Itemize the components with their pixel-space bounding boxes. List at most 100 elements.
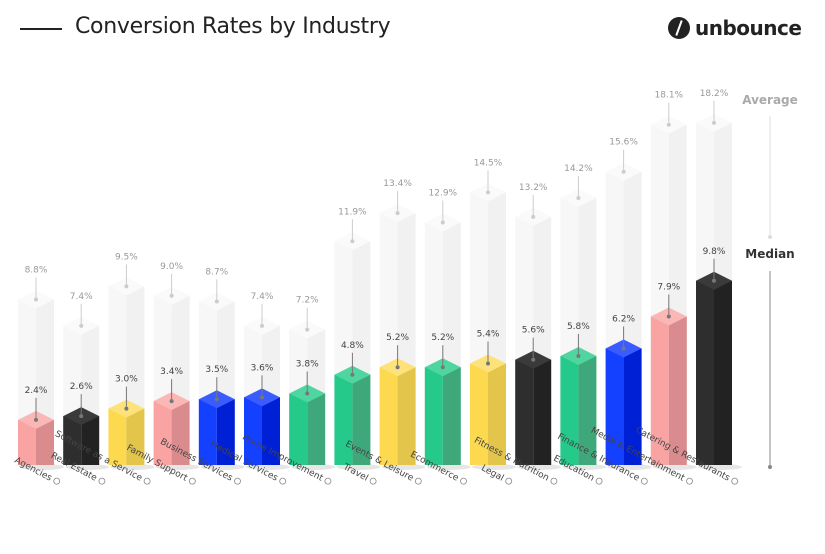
median-bar-front-face bbox=[650, 316, 669, 465]
category-icon bbox=[188, 477, 196, 485]
bar-shadow bbox=[155, 464, 200, 470]
median-bar-front-face bbox=[18, 419, 36, 465]
median-label: 3.8% bbox=[296, 360, 319, 370]
category-icon bbox=[53, 477, 61, 485]
average-label-dot bbox=[79, 323, 84, 328]
median-bar-front-face bbox=[605, 348, 624, 465]
bar-shadow bbox=[381, 464, 426, 470]
median-bar-front-face bbox=[379, 367, 398, 465]
average-label-dot bbox=[666, 122, 671, 127]
median-bar-side-face bbox=[216, 399, 235, 465]
median-bar-front-face bbox=[198, 399, 217, 465]
average-label: 18.1% bbox=[655, 91, 684, 101]
median-label-dot bbox=[350, 372, 355, 377]
median-label-dot bbox=[621, 346, 626, 351]
median-label: 3.4% bbox=[160, 367, 183, 377]
bar-group-10: 14.5%5.4%Legal bbox=[470, 158, 516, 485]
bar-shadow bbox=[246, 464, 290, 470]
median-bar-front-face bbox=[696, 280, 714, 465]
median-label: 5.2% bbox=[431, 333, 454, 343]
logo-mark-icon bbox=[668, 17, 690, 39]
legend-median-dot bbox=[768, 465, 772, 469]
category-icon bbox=[731, 477, 739, 485]
unbounce-logo: unbounce bbox=[668, 16, 802, 40]
median-label-dot bbox=[395, 365, 400, 370]
category-icon bbox=[686, 477, 693, 485]
category-icon bbox=[505, 477, 513, 485]
median-bar-side-face bbox=[81, 416, 100, 465]
average-label-dot bbox=[260, 323, 264, 328]
median-label: 9.8% bbox=[703, 247, 726, 257]
average-label: 14.2% bbox=[564, 164, 593, 174]
median-bar-front-face bbox=[244, 397, 262, 465]
median-bar-side-face bbox=[623, 348, 642, 465]
bar-group-0: 8.8%2.4%Agencies bbox=[13, 266, 64, 485]
median-label: 3.6% bbox=[251, 363, 274, 373]
bar-group-14: 18.1%7.9%Media & Entertainment bbox=[589, 91, 697, 485]
median-bar-front-face bbox=[560, 355, 579, 465]
average-label: 8.8% bbox=[25, 266, 48, 276]
legend-average: Average bbox=[742, 93, 798, 107]
bar-shadow bbox=[336, 464, 381, 470]
median-bar-front-face bbox=[515, 359, 534, 465]
median-label-dot bbox=[666, 314, 671, 319]
median-bar-front-face bbox=[289, 393, 308, 465]
category-icon bbox=[640, 477, 648, 485]
logo-text: unbounce bbox=[695, 16, 802, 40]
median-label: 2.6% bbox=[70, 382, 93, 392]
median-bar-side-face bbox=[352, 374, 371, 465]
median-label: 6.2% bbox=[612, 314, 635, 324]
average-label-dot bbox=[440, 220, 445, 225]
bar-shadow bbox=[472, 464, 516, 470]
median-bar-side-face bbox=[126, 408, 145, 465]
median-label-dot bbox=[124, 406, 129, 411]
average-label-dot bbox=[214, 299, 219, 304]
average-label-dot bbox=[621, 169, 626, 174]
chart-title: Conversion Rates by Industry bbox=[75, 14, 391, 39]
median-label: 3.0% bbox=[115, 375, 138, 385]
bar-shadow bbox=[200, 464, 245, 470]
average-label-dot bbox=[531, 214, 536, 219]
bar-group-9: 12.9%5.2%Ecommerce bbox=[408, 188, 471, 485]
average-label: 11.9% bbox=[338, 207, 367, 217]
average-label-dot bbox=[350, 239, 355, 244]
average-label-dot bbox=[34, 297, 38, 302]
median-label-dot bbox=[305, 391, 310, 396]
bar-shadow bbox=[517, 464, 562, 470]
average-label: 13.4% bbox=[383, 179, 412, 189]
median-bar-side-face bbox=[307, 393, 326, 465]
median-bar-side-face bbox=[171, 401, 190, 465]
median-bar-side-face bbox=[36, 419, 54, 465]
median-label-dot bbox=[486, 361, 490, 366]
median-label-dot bbox=[169, 399, 174, 404]
bar-shadow bbox=[110, 464, 155, 470]
median-label-dot bbox=[79, 414, 84, 419]
median-label: 5.8% bbox=[567, 322, 590, 332]
category-icon bbox=[143, 477, 151, 485]
bar-group-15: 18.2%9.8%Catering & Restaurants bbox=[634, 89, 742, 485]
median-label: 2.4% bbox=[25, 386, 48, 396]
median-bar-front-face bbox=[334, 374, 353, 465]
average-label: 7.2% bbox=[296, 296, 319, 306]
bar-shadow bbox=[652, 464, 697, 470]
median-bar-front-face bbox=[424, 367, 443, 465]
bar-shadow bbox=[20, 464, 64, 470]
average-label: 9.0% bbox=[160, 262, 183, 272]
median-bar-side-face bbox=[714, 280, 732, 465]
average-label-dot bbox=[395, 211, 400, 216]
bar-group-6: 7.2%3.8%Home Improvement bbox=[240, 296, 336, 485]
average-label: 7.4% bbox=[70, 292, 93, 302]
median-label-dot bbox=[576, 353, 581, 358]
median-label: 4.8% bbox=[341, 341, 364, 351]
bar-group-5: 7.4%3.6%Medical Services bbox=[208, 292, 290, 485]
category-icon bbox=[279, 477, 287, 485]
median-bar-side-face bbox=[668, 316, 687, 465]
median-bar-side-face bbox=[578, 355, 597, 465]
bar-shadow bbox=[607, 464, 652, 470]
category-icon bbox=[369, 477, 377, 485]
category-icon bbox=[550, 477, 558, 485]
average-label: 13.2% bbox=[519, 183, 548, 193]
median-label-dot bbox=[712, 278, 716, 283]
